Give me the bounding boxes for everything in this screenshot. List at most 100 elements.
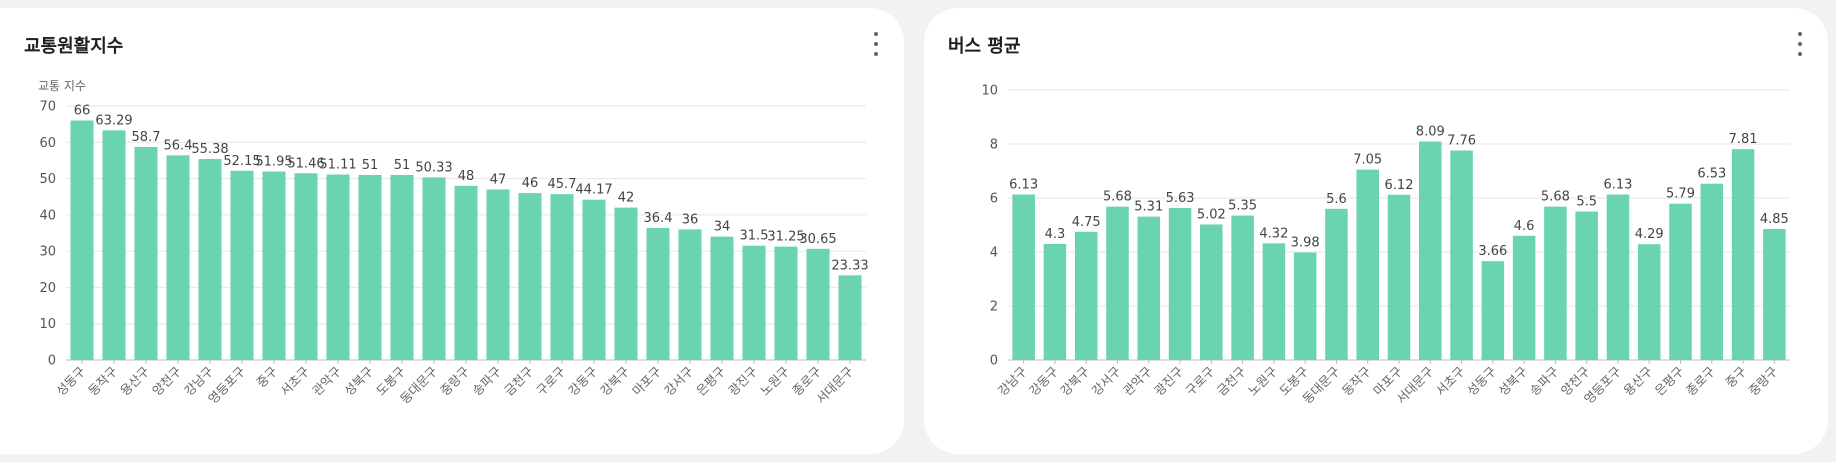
y-axis-label: 교통 지수	[38, 79, 86, 93]
data-label: 46	[522, 176, 539, 191]
x-tick-label: 강북구	[1057, 364, 1092, 399]
x-tick-label: 노원구	[757, 364, 792, 399]
x-tick-label: 은평구	[693, 364, 728, 399]
traffic-index-chart: 0 10 20 30 40 50 60 70 교통 지수 66 성동구 63.29 동작구 58.7 용산구…	[38, 79, 869, 407]
bar	[294, 173, 318, 360]
more-vertical-icon[interactable]	[1792, 32, 1808, 56]
data-label: 36.4	[644, 211, 673, 226]
bar	[1262, 243, 1286, 360]
bar	[1481, 261, 1505, 360]
bar	[1200, 224, 1223, 360]
bar	[1512, 235, 1536, 360]
bar	[1544, 206, 1567, 360]
y-tick-label: 60	[39, 136, 56, 151]
bus-average-chart: 0 2 4 6 8 10 6.13 강남구 4.3 강동구 4.75 강북구 5.68 강서구 5.31 관악…	[981, 84, 1790, 407]
bar	[1606, 194, 1630, 360]
x-tick-label: 성북구	[1495, 364, 1530, 399]
x-tick-label: 강동구	[1026, 364, 1061, 399]
x-tick-label: 서초구	[1433, 364, 1468, 399]
bar	[742, 245, 766, 360]
data-label: 5.63	[1166, 191, 1195, 206]
data-label: 4.32	[1259, 226, 1288, 241]
x-tick-label: 마포구	[629, 364, 664, 399]
bar	[1325, 208, 1348, 360]
bus-average-card: 버스 평균 0 2 4 6 8 10 6.13 강남구 4.3 강동구 4.75 강북구 5.68 강서구…	[924, 8, 1828, 454]
data-label: 47	[490, 172, 507, 187]
bar	[102, 130, 126, 360]
data-label: 34	[714, 220, 731, 235]
bar	[1731, 149, 1755, 360]
x-tick-label: 강서구	[661, 364, 696, 399]
data-label: 4.75	[1072, 215, 1101, 230]
bar	[390, 174, 414, 360]
traffic-index-card: 교통원활지수 0 10 20 30 40 50 60 70 교통 지수 66 성동구 63.29 동작구…	[0, 8, 904, 454]
data-label: 52.15	[223, 154, 260, 169]
bar	[230, 170, 254, 360]
x-tick-label: 동작구	[85, 364, 120, 399]
bar	[1356, 169, 1379, 360]
x-tick-label: 관악구	[309, 364, 344, 399]
bar	[262, 171, 286, 360]
data-label: 5.68	[1541, 190, 1570, 205]
data-label: 23.33	[831, 258, 868, 273]
bar	[326, 174, 350, 360]
bar	[1575, 211, 1598, 360]
data-label: 6.13	[1009, 177, 1038, 192]
data-label: 30.65	[799, 232, 836, 247]
bar	[1137, 216, 1161, 360]
y-tick-label: 0	[990, 354, 998, 369]
x-tick-label: 동작구	[1339, 364, 1374, 399]
data-label: 51.46	[287, 156, 324, 171]
bar	[806, 248, 830, 360]
x-tick-label: 관악구	[1120, 364, 1155, 399]
x-tick-label: 은평구	[1652, 364, 1687, 399]
data-label: 66	[74, 104, 91, 119]
y-tick-label: 50	[39, 172, 56, 187]
data-label: 3.98	[1291, 236, 1320, 251]
x-tick-label: 성북구	[341, 364, 376, 399]
data-label: 4.85	[1760, 212, 1789, 227]
y-tick-label: 4	[990, 246, 998, 261]
data-label: 56.4	[164, 138, 193, 153]
y-tick-label: 8	[990, 138, 998, 153]
x-tick-label: 송파구	[469, 364, 504, 399]
bar	[134, 147, 158, 360]
bar	[1043, 243, 1067, 360]
bar	[1074, 231, 1098, 360]
bar	[518, 193, 542, 360]
data-label: 63.29	[95, 113, 132, 128]
data-label: 44.17	[575, 183, 612, 198]
data-label: 5.6	[1326, 192, 1347, 207]
data-label: 7.81	[1729, 132, 1758, 147]
y-tick-label: 10	[981, 84, 998, 99]
x-tick-label: 구로구	[1182, 364, 1217, 399]
data-label: 58.7	[132, 130, 161, 145]
data-label: 51.11	[319, 158, 356, 173]
data-label: 6.12	[1385, 178, 1414, 193]
data-label: 55.38	[191, 142, 228, 157]
data-label: 5.79	[1666, 187, 1695, 202]
x-tick-label: 구로구	[533, 364, 568, 399]
card-title: 교통원활지수	[24, 36, 124, 57]
x-tick-label: 용산구	[1620, 364, 1655, 399]
data-label: 45.7	[548, 177, 577, 192]
x-tick-label: 성동구	[53, 364, 88, 399]
data-label: 5.68	[1103, 190, 1132, 205]
x-tick-label: 강동구	[565, 364, 600, 399]
bar	[710, 236, 734, 360]
data-label: 4.29	[1635, 227, 1664, 242]
x-tick-label: 성동구	[1464, 364, 1499, 399]
x-tick-label: 강남구	[995, 364, 1030, 399]
more-vertical-icon[interactable]	[868, 32, 884, 56]
bar	[774, 246, 798, 360]
card-title: 버스 평균	[948, 36, 1021, 57]
y-tick-label: 40	[39, 208, 56, 223]
data-label: 51	[394, 158, 411, 173]
y-tick-label: 0	[48, 354, 56, 369]
bar	[1231, 215, 1254, 360]
data-label: 5.02	[1197, 207, 1226, 222]
bar	[1669, 203, 1692, 360]
x-tick-label: 금천구	[1214, 364, 1249, 399]
bar	[1637, 244, 1661, 360]
data-label: 31.25	[767, 230, 804, 245]
